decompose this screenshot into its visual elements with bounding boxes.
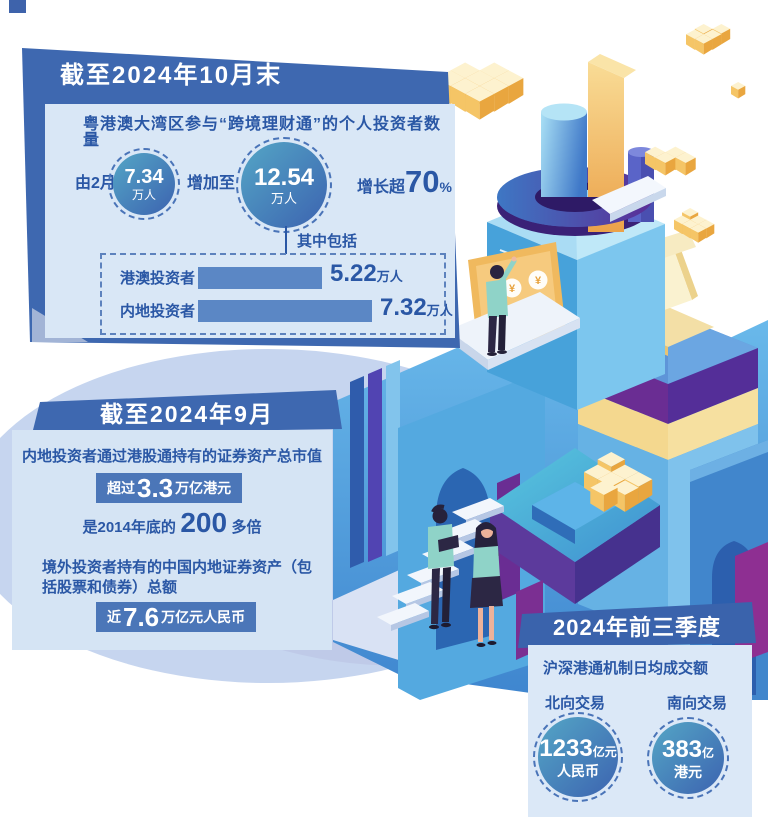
- panel-september-title: 截至2024年9月: [100, 401, 274, 427]
- investors-after-circle: 12.54 万人: [236, 137, 332, 233]
- bar-hk-macau: [198, 267, 322, 289]
- bar-value-number: 7.32: [380, 294, 427, 321]
- bar-value-hk-macau: 5.22 万人: [330, 260, 403, 288]
- bar-value-unit: 万人: [376, 269, 403, 284]
- northbound-currency: 人民币: [557, 762, 599, 779]
- item2-highlight-box: 近 7.6 万亿元人民币: [96, 602, 257, 632]
- northbound-label: 北向交易: [545, 695, 606, 712]
- growth-unit: %: [439, 179, 452, 195]
- bar-row-label-hk-macau: 港澳投资者: [120, 270, 196, 287]
- item2-value: 7.6: [123, 602, 160, 632]
- investors-bar-chart: [100, 253, 446, 335]
- panel-q3-subtitle: 沪深港通机制日均成交额: [543, 660, 709, 677]
- investors-before-circle: 7.34 万人: [108, 148, 180, 220]
- northbound-unit: 亿元: [592, 744, 617, 759]
- corner-chip: [9, 0, 26, 13]
- investors-before-unit: 万人: [131, 188, 156, 202]
- investors-after-unit: 万人: [270, 190, 297, 206]
- panel-q3: 沪深港通机制日均成交额 北向交易 南向交易 1233 亿元 人民币 383 亿 …: [528, 645, 752, 817]
- panel-october: 粤港澳大湾区参与“跨境理财通”的个人投资者数量 由2月底 7.34 万人 增加至…: [45, 104, 455, 338]
- item2-suffix: 万亿元人民币: [161, 609, 246, 625]
- coin-yuan-icon: [528, 270, 548, 290]
- southbound-unit: 亿: [702, 745, 715, 760]
- item1-prefix: 超过: [107, 480, 135, 496]
- item1-highlight-box: 超过 3.3 万亿港元: [96, 473, 243, 503]
- item1-value: 3.3: [137, 473, 174, 503]
- northbound-value: 1233: [539, 734, 593, 762]
- bar-value-mainland: 7.32 万人: [380, 294, 453, 322]
- include-label: 其中包括: [297, 233, 358, 250]
- northbound-circle: 1233 亿元 人民币: [533, 712, 623, 802]
- note-value: 200: [180, 507, 228, 538]
- panel-q3-title: 2024年前三季度: [553, 614, 721, 640]
- item2-label: 境外投资者持有的中国内地证券资产（包括股票和债券）总额: [42, 559, 313, 597]
- bar-value-number: 5.22: [330, 260, 377, 287]
- southbound-circle: 383 亿 港元: [647, 717, 729, 799]
- note-prefix: 是2014年底的: [82, 519, 176, 536]
- panel-october-title: 截至2024年10月末: [60, 62, 283, 89]
- southbound-value: 383: [661, 735, 703, 763]
- growth-prefix: 增长超: [357, 179, 406, 196]
- item2-prefix: 近: [107, 609, 121, 625]
- connector-line: [285, 226, 287, 254]
- southbound-label: 南向交易: [667, 695, 728, 712]
- laptop-person: ¥ ¥: [448, 242, 580, 370]
- bar-row-label-mainland: 内地投资者: [120, 303, 196, 320]
- investors-before-value: 7.34: [124, 166, 164, 188]
- svg-text:¥: ¥: [535, 275, 542, 287]
- coin-yuan-icon: [502, 278, 522, 298]
- investors-after-value: 12.54: [253, 163, 315, 191]
- item1-label: 内地投资者通过港股通持有的证券资产总市值: [21, 448, 322, 465]
- southbound-currency: 港元: [674, 763, 702, 780]
- bar-value-unit: 万人: [426, 303, 453, 318]
- panel-october-subtitle: 粤港澳大湾区参与“跨境理财通”的个人投资者数量: [83, 116, 442, 149]
- growth-annotation: 增长超 70 %: [357, 164, 452, 200]
- note-suffix: 多倍: [231, 519, 262, 536]
- item1-note: 是2014年底的 200 多倍: [12, 507, 332, 539]
- increase-label: 增加至: [187, 175, 236, 192]
- book-slabs: [350, 360, 400, 568]
- svg-text:¥: ¥: [509, 283, 516, 295]
- panel-september: 内地投资者通过港股通持有的证券资产总市值 超过 3.3 万亿港元 是2014年底…: [12, 430, 332, 650]
- business-people: [428, 504, 503, 647]
- growth-value: 70: [405, 164, 440, 199]
- bar-mainland: [198, 300, 372, 322]
- item1-suffix: 万亿港元: [175, 480, 232, 496]
